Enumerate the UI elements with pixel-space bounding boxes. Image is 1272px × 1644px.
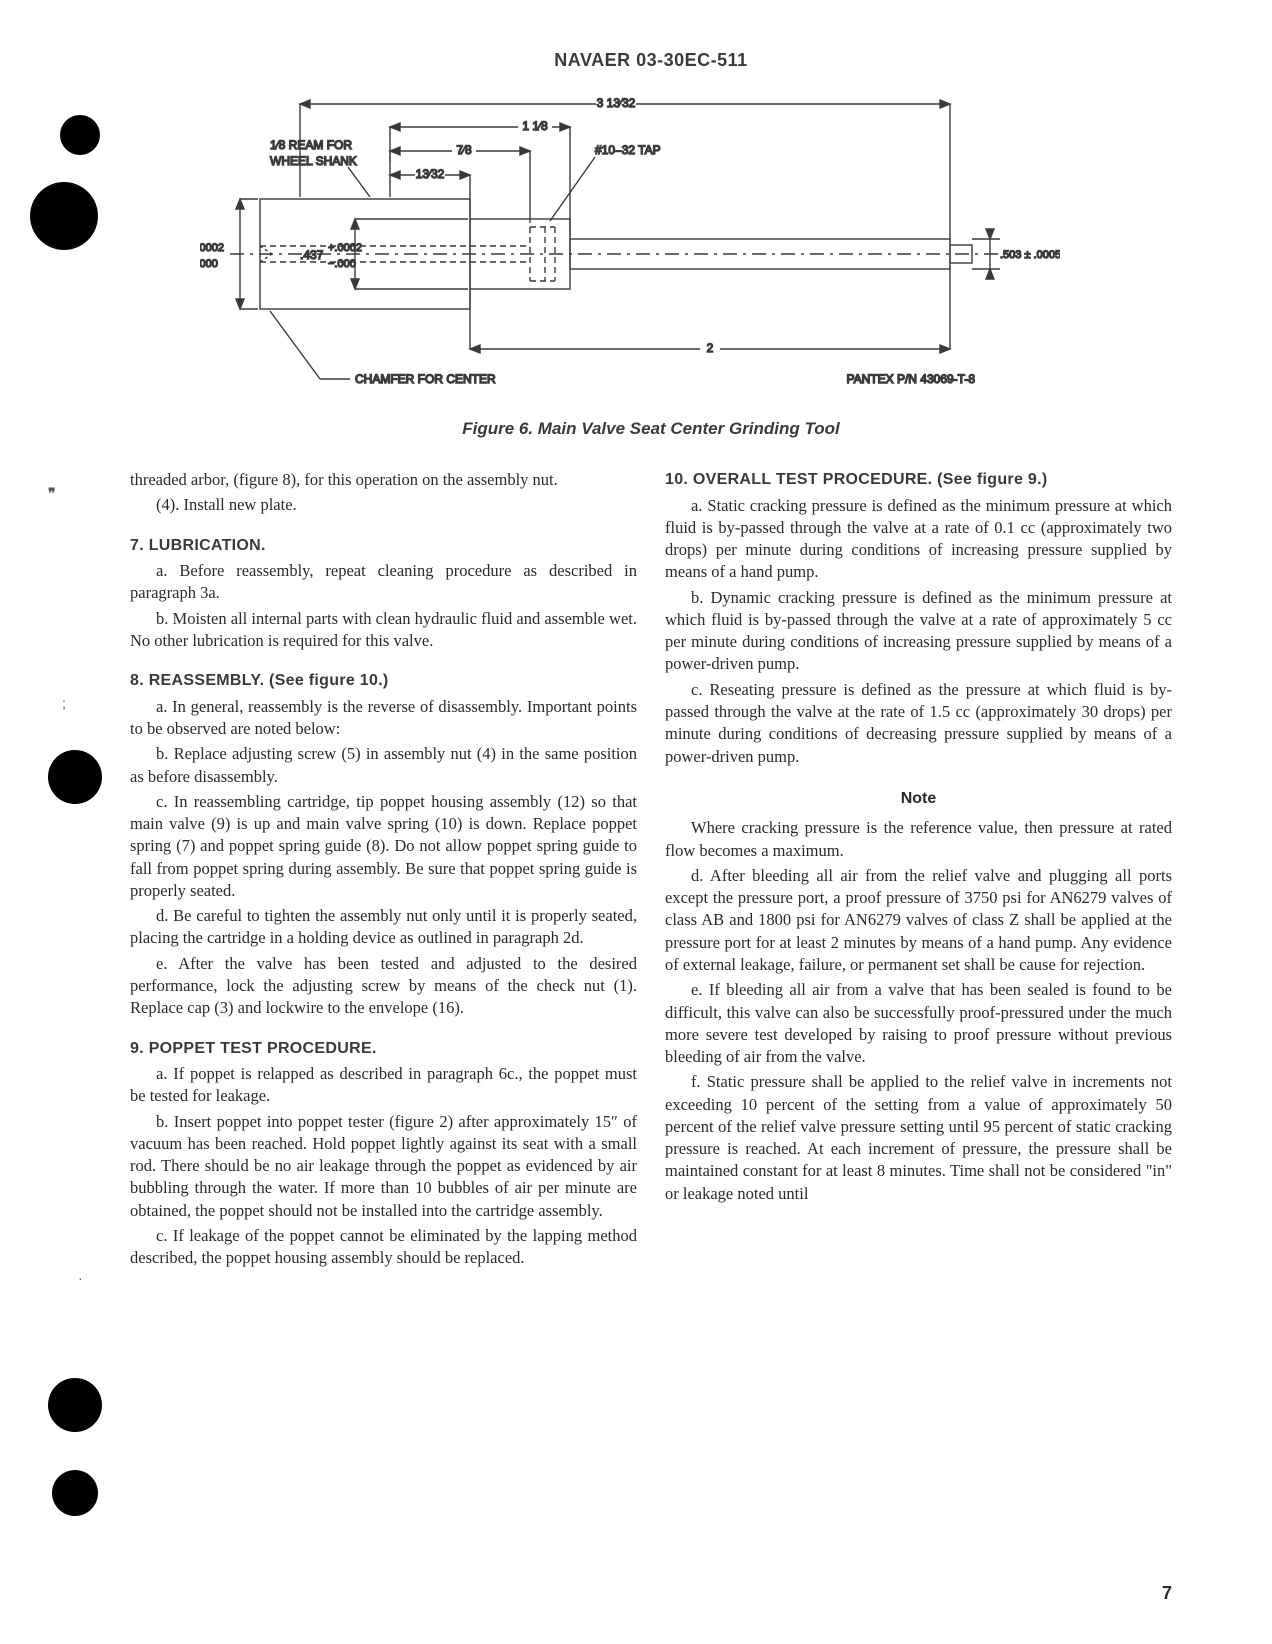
dim-7495-plus: +.0002 — [200, 242, 224, 254]
para-10c: c. Reseating pressure is defined as the … — [665, 679, 1172, 768]
para-7a: a. Before reassembly, repeat cleaning pr… — [130, 560, 637, 605]
label-ream: 1⁄8 REAM FOR — [270, 138, 352, 152]
heading-10: 10. OVERALL TEST PROCEDURE. (See figure … — [665, 469, 1172, 491]
dim-437-plus: +.0002 — [328, 242, 362, 254]
heading-7: 7. LUBRICATION. — [130, 535, 637, 557]
figure-6-svg: 3 13⁄32 1 1⁄8 7⁄8 — [200, 89, 1060, 409]
dim-7495-minus: −.000 — [200, 258, 218, 270]
para-9a: a. If poppet is relapped as described in… — [130, 1063, 637, 1108]
para-8b: b. Replace adjusting screw (5) in assemb… — [130, 743, 637, 788]
column-right: 10. OVERALL TEST PROCEDURE. (See figure … — [665, 469, 1172, 1272]
para-10e: e. If bleeding all air from a valve that… — [665, 979, 1172, 1068]
page: ❞ ; · NAVAER 03-30EC-511 — [0, 0, 1272, 1644]
para-10d: d. After bleeding all air from the relie… — [665, 865, 1172, 976]
para-7b: b. Moisten all internal parts with clean… — [130, 608, 637, 653]
para-9b: b. Insert poppet into poppet tester (fig… — [130, 1111, 637, 1222]
para-8e: e. After the valve has been tested and a… — [130, 953, 637, 1020]
dim-overall: 3 13⁄32 — [597, 96, 636, 110]
dim-437-minus: −.000 — [328, 258, 356, 270]
label-pantex: PANTEX P/N 43069-T-8 — [847, 372, 976, 386]
para-cont-2: (4). Install new plate. — [130, 494, 637, 516]
figure-6-caption: Figure 6. Main Valve Seat Center Grindin… — [130, 419, 1172, 439]
punch-holes — [0, 0, 120, 1644]
dim-7-8: 7⁄8 — [456, 143, 472, 157]
para-8d: d. Be careful to tighten the assembly nu… — [130, 905, 637, 950]
stray-mark-3: · — [78, 1270, 83, 1286]
note-heading: Note — [665, 788, 1172, 810]
hole-5 — [52, 1470, 98, 1516]
dim-2: 2 — [707, 341, 714, 355]
figure-6-diagram: 3 13⁄32 1 1⁄8 7⁄8 — [200, 89, 1060, 409]
note-body: Where cracking pressure is the reference… — [665, 817, 1172, 862]
hole-3 — [48, 750, 102, 804]
dim-13-32: 13⁄32 — [416, 167, 445, 181]
para-8a: a. In general, reassembly is the reverse… — [130, 696, 637, 741]
para-8c: c. In reassembling cartridge, tip poppet… — [130, 791, 637, 902]
hole-1 — [60, 115, 100, 155]
heading-9: 9. POPPET TEST PROCEDURE. — [130, 1038, 637, 1060]
heading-8: 8. REASSEMBLY. (See figure 10.) — [130, 670, 637, 692]
body-columns: threaded arbor, (figure 8), for this ope… — [130, 469, 1172, 1272]
label-tap: #10–32 TAP — [595, 143, 661, 157]
para-cont-1: threaded arbor, (figure 8), for this ope… — [130, 469, 637, 491]
dim-503: .503 ± .0005 — [1000, 249, 1060, 261]
stray-mark-2: ; — [62, 695, 66, 711]
stray-mark-1: ❞ — [48, 485, 56, 502]
dim-437: .437 — [300, 248, 324, 262]
hole-2 — [30, 182, 98, 250]
document-header: NAVAER 03-30EC-511 — [130, 50, 1172, 71]
hole-4 — [48, 1378, 102, 1432]
dim-1-1-8: 1 1⁄8 — [522, 119, 548, 133]
para-10b: b. Dynamic cracking pressure is defined … — [665, 587, 1172, 676]
column-left: threaded arbor, (figure 8), for this ope… — [130, 469, 637, 1272]
label-wheel-shank: WHEEL SHANK — [270, 154, 357, 168]
para-10f: f. Static pressure shall be applied to t… — [665, 1071, 1172, 1205]
para-10a: a. Static cracking pressure is defined a… — [665, 495, 1172, 584]
page-number: 7 — [1162, 1583, 1172, 1604]
label-chamfer: CHAMFER FOR CENTER — [355, 372, 496, 386]
para-9c: c. If leakage of the poppet cannot be el… — [130, 1225, 637, 1270]
